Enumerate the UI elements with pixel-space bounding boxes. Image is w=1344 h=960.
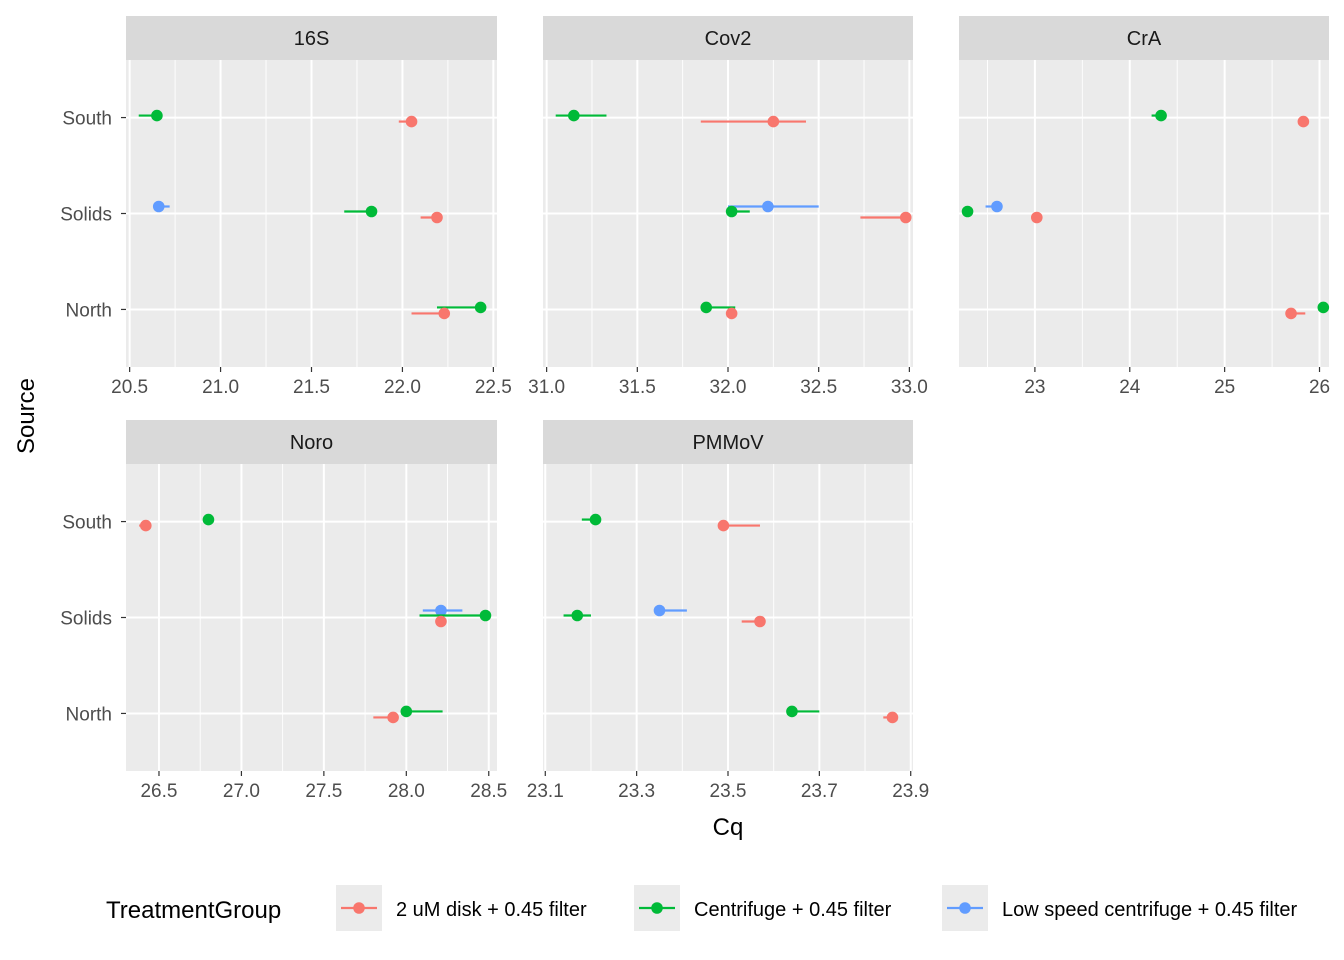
- data-point: [1030, 211, 1043, 224]
- x-tick-label: 27.5: [305, 781, 342, 802]
- data-point: [653, 604, 666, 617]
- legend: TreatmentGroup 2 uM disk + 0.45 filter Ce…: [106, 885, 1298, 931]
- data-point: [767, 115, 780, 128]
- data-point: [405, 115, 418, 128]
- x-tick-label: 23: [1024, 377, 1045, 398]
- data-point: [474, 301, 487, 314]
- data-point: [571, 609, 584, 622]
- x-tick-label: 31.0: [528, 377, 565, 398]
- y-tick-label: North: [66, 300, 112, 321]
- facet-strip: [959, 16, 1329, 60]
- y-tick-label: Solids: [60, 609, 112, 630]
- x-tick-label: 23.7: [801, 781, 838, 802]
- x-tick-label: 23.3: [618, 781, 655, 802]
- y-tick-label: South: [62, 109, 112, 130]
- x-tick-label: 27.0: [223, 781, 260, 802]
- x-tick-label: 28.0: [388, 781, 425, 802]
- legend-label: Centrifuge + 0.45 filter: [694, 899, 892, 921]
- facet-panel-pmmov: PMMoV 23.1 23.3 23.5 23.7 23.9: [527, 420, 929, 802]
- data-point: [435, 604, 447, 617]
- legend-entry: Centrifuge + 0.45 filter: [634, 885, 892, 931]
- data-point: [1285, 307, 1297, 320]
- data-point: [991, 200, 1003, 213]
- data-point: [568, 109, 580, 122]
- facet-strip-label: Cov2: [705, 28, 752, 50]
- facet-panel-noro: Noro 26.5 27.0 27.5 28.0 28.5 North Solids South: [60, 420, 507, 802]
- data-point: [387, 711, 399, 724]
- facet-strip-label: CrA: [1127, 28, 1162, 50]
- data-point: [1297, 115, 1310, 128]
- data-point: [725, 205, 738, 218]
- x-tick-label: 23.9: [892, 781, 929, 802]
- x-tick-label: 31.5: [619, 377, 656, 398]
- legend-key-point: [353, 902, 365, 914]
- x-tick-label: 21.5: [293, 377, 330, 398]
- data-point: [400, 705, 413, 718]
- data-point: [1155, 109, 1167, 122]
- facet-panels: 16S 20.5 21.0 21.5 22.0 22.5 North Solids South C…: [60, 16, 1330, 802]
- x-tick-label: 33.0: [891, 377, 928, 398]
- legend-entries: 2 uM disk + 0.45 filter Centrifuge + 0.45…: [336, 885, 1298, 931]
- x-tick-label: 28.5: [470, 781, 507, 802]
- y-tick-label: South: [62, 513, 112, 534]
- data-point: [754, 615, 766, 628]
- x-tick-label: 21.0: [202, 377, 239, 398]
- data-point: [762, 200, 774, 213]
- x-tick-label: 25: [1214, 377, 1235, 398]
- data-point: [139, 519, 152, 532]
- facet-strip: [126, 16, 497, 60]
- legend-entry: Low speed centrifuge + 0.45 filter: [942, 885, 1298, 931]
- data-point: [899, 211, 912, 224]
- data-point: [365, 205, 378, 218]
- data-point: [438, 307, 451, 320]
- data-point: [886, 711, 899, 724]
- x-tick-label: 23.1: [527, 781, 564, 802]
- x-tick-label: 22.0: [384, 377, 421, 398]
- x-tick-label: 20.5: [111, 377, 148, 398]
- data-point: [152, 200, 165, 213]
- x-tick-label: 22.5: [475, 377, 512, 398]
- facet-strip-label: PMMoV: [692, 432, 764, 454]
- data-point: [786, 705, 798, 718]
- y-tick-label: North: [66, 704, 112, 725]
- data-point: [431, 211, 443, 224]
- x-axis-title: Cq: [713, 814, 744, 841]
- data-point: [700, 301, 713, 314]
- facet-strip-label: Noro: [290, 432, 333, 454]
- data-point: [589, 513, 602, 526]
- facet-strip: [543, 420, 913, 464]
- data-point: [202, 513, 215, 526]
- data-point: [1317, 301, 1330, 314]
- legend-entry: 2 uM disk + 0.45 filter: [336, 885, 587, 931]
- x-tick-label: 23.5: [710, 781, 747, 802]
- data-point: [717, 519, 730, 532]
- legend-key-point: [959, 902, 971, 914]
- facet-panel-16s: 16S 20.5 21.0 21.5 22.0 22.5 North Solids South: [60, 16, 512, 398]
- facet-strip-label: 16S: [294, 28, 330, 50]
- data-point: [435, 615, 447, 628]
- data-point: [479, 609, 492, 622]
- data-point: [961, 205, 974, 218]
- x-tick-label: 32.0: [710, 377, 747, 398]
- data-point: [151, 109, 163, 122]
- facet-panel-cov2: Cov2 31.0 31.5 32.0 32.5 33.0: [528, 16, 928, 398]
- facet-strip: [543, 16, 913, 60]
- x-tick-label: 24: [1119, 377, 1141, 398]
- facet-panel-cra: CrA 23 24 25 26: [959, 16, 1330, 398]
- legend-label: Low speed centrifuge + 0.45 filter: [1002, 899, 1298, 921]
- y-tick-label: Solids: [60, 205, 112, 226]
- legend-key-point: [651, 902, 663, 914]
- x-tick-label: 26.5: [140, 781, 177, 802]
- legend-label: 2 uM disk + 0.45 filter: [396, 899, 587, 921]
- facet-strip: [126, 420, 497, 464]
- data-point: [725, 307, 738, 320]
- y-axis-title: Source: [13, 378, 40, 454]
- x-tick-label: 32.5: [800, 377, 837, 398]
- x-tick-label: 26: [1309, 377, 1330, 398]
- legend-title: TreatmentGroup: [106, 897, 281, 924]
